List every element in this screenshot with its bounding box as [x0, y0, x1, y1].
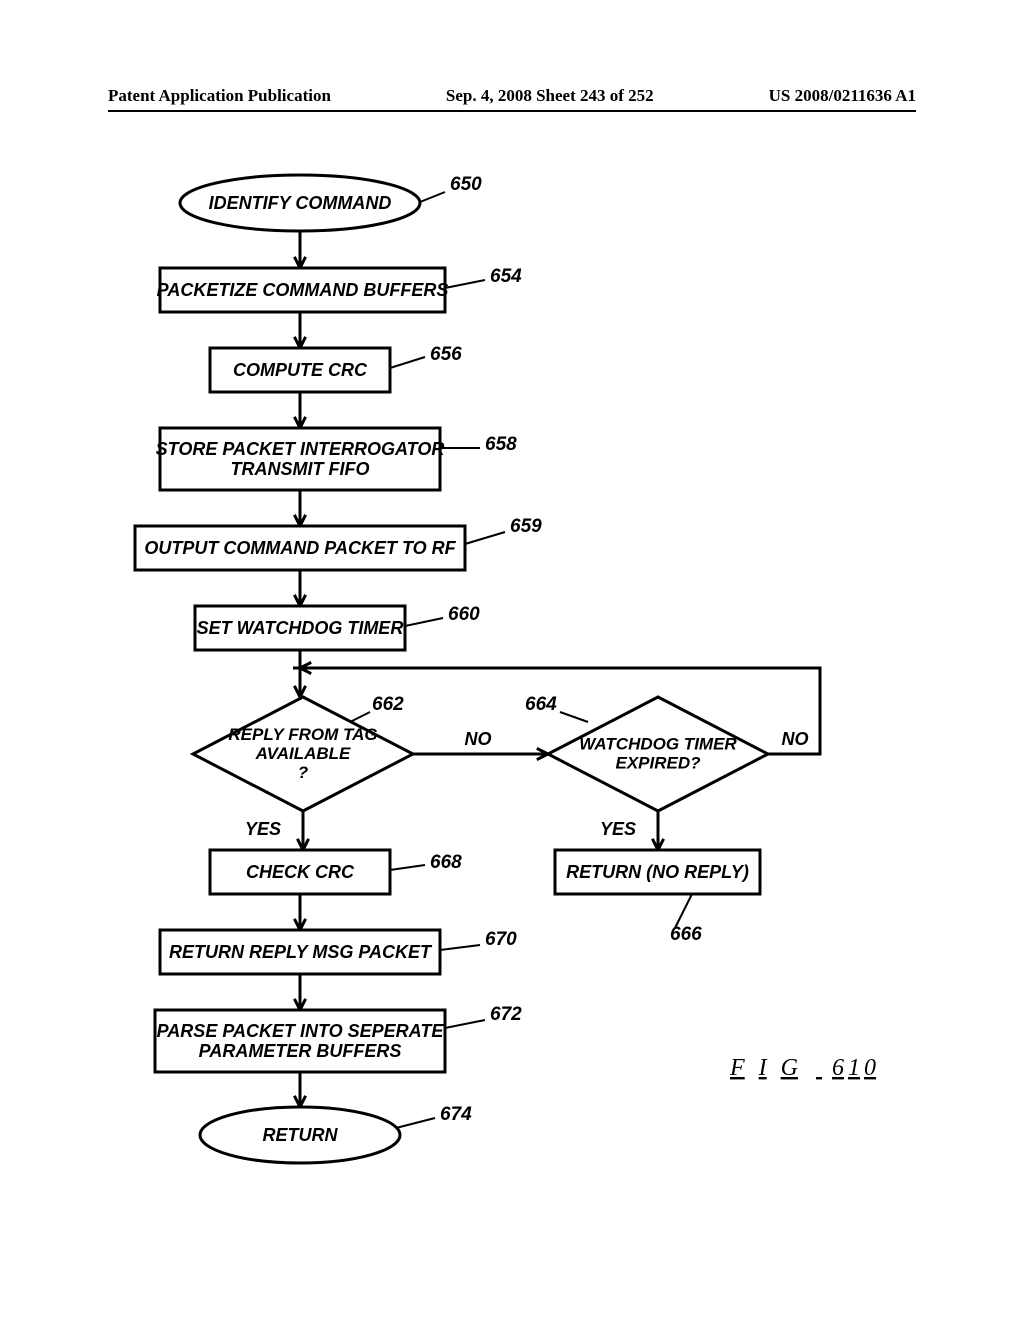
ref-662: 662 [372, 694, 404, 715]
figure-label: FIG 610 [729, 1055, 876, 1081]
node-n659: OUTPUT COMMAND PACKET TO RF 659 [135, 516, 542, 570]
edge-label: YES [245, 819, 281, 839]
node-n662: REPLY FROM TAGAVAILABLE? 662 [193, 694, 413, 811]
svg-text:?: ? [298, 763, 309, 782]
ref-658: 658 [485, 434, 517, 455]
ref-650: 650 [450, 174, 482, 195]
svg-text:AVAILABLE: AVAILABLE [255, 744, 351, 763]
svg-text:SET WATCHDOG TIMER: SET WATCHDOG TIMER [197, 618, 404, 638]
edge-label: YES [600, 819, 636, 839]
svg-text:PARSE PACKET INTO SEPERATE: PARSE PACKET INTO SEPERATE [157, 1021, 445, 1041]
edge-label: NO [465, 729, 492, 749]
ref-672: 672 [490, 1004, 522, 1025]
node-n672: PARSE PACKET INTO SEPERATEPARAMETER BUFF… [155, 1004, 522, 1072]
ref-666: 666 [670, 924, 702, 945]
node-n674: RETURN 674 [200, 1104, 472, 1163]
node-n668: CHECK CRC 668 [210, 850, 462, 894]
svg-text:IDENTIFY COMMAND: IDENTIFY COMMAND [209, 193, 392, 213]
svg-text:PACKETIZE COMMAND BUFFERS: PACKETIZE COMMAND BUFFERS [157, 280, 449, 300]
edge-label: NO [782, 729, 809, 749]
node-n670: RETURN REPLY MSG PACKET 670 [160, 929, 517, 974]
svg-text:TRANSMIT FIFO: TRANSMIT FIFO [231, 459, 370, 479]
node-n660: SET WATCHDOG TIMER 660 [195, 604, 480, 650]
node-n654: PACKETIZE COMMAND BUFFERS 654 [157, 266, 522, 312]
svg-text:COMPUTE CRC: COMPUTE CRC [233, 360, 368, 380]
node-n658: STORE PACKET INTERROGATORTRANSMIT FIFO 65… [156, 428, 517, 490]
svg-text:RETURN: RETURN [263, 1125, 339, 1145]
node-n650: IDENTIFY COMMAND 650 [180, 174, 482, 231]
ref-668: 668 [430, 852, 462, 873]
ref-664: 664 [525, 694, 557, 715]
svg-text:RETURN (NO REPLY): RETURN (NO REPLY) [566, 862, 749, 882]
ref-659: 659 [510, 516, 542, 537]
ref-660: 660 [448, 604, 480, 625]
svg-text:WATCHDOG TIMER: WATCHDOG TIMER [579, 735, 737, 754]
node-n656: COMPUTE CRC 656 [210, 344, 462, 392]
svg-text:EXPIRED?: EXPIRED? [615, 754, 701, 773]
ref-656: 656 [430, 344, 462, 365]
svg-text:REPLY FROM TAG: REPLY FROM TAG [228, 725, 377, 744]
ref-674: 674 [440, 1104, 472, 1125]
svg-text:OUTPUT COMMAND PACKET TO RF: OUTPUT COMMAND PACKET TO RF [144, 538, 456, 558]
flowchart: YES NO YES NO IDENTIFY COMMAND 650 PACKETIZE C… [0, 0, 1024, 1320]
svg-text:CHECK CRC: CHECK CRC [246, 862, 355, 882]
ref-670: 670 [485, 929, 517, 950]
node-n666: RETURN (NO REPLY) 666 [555, 850, 760, 945]
svg-text:RETURN REPLY MSG PACKET: RETURN REPLY MSG PACKET [169, 942, 433, 962]
page: Patent Application Publication Sep. 4, 2… [0, 0, 1024, 1320]
svg-text:STORE PACKET INTERROGATOR: STORE PACKET INTERROGATOR [156, 439, 445, 459]
svg-text:PARAMETER BUFFERS: PARAMETER BUFFERS [199, 1041, 402, 1061]
node-n664: WATCHDOG TIMEREXPIRED? 664 [525, 694, 768, 811]
ref-654: 654 [490, 266, 522, 287]
